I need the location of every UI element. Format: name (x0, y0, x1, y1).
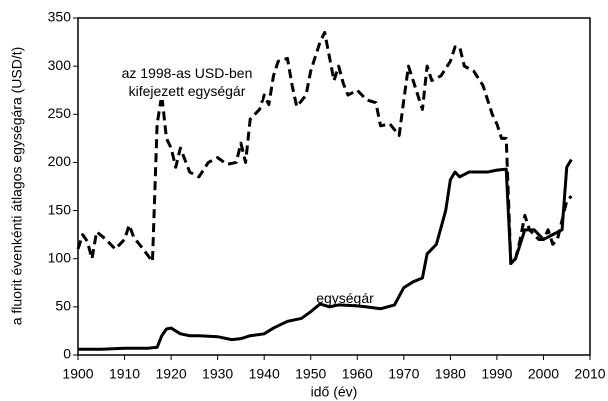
x-tick-label: 1960 (342, 366, 373, 382)
x-tick-label: 1910 (109, 366, 140, 382)
series-annotation: az 1998-as USD-ben kifejezett egységár (112, 64, 262, 100)
x-tick-label: 1970 (388, 366, 419, 382)
x-tick-label: 1950 (295, 366, 326, 382)
x-tick-label: 2000 (528, 366, 559, 382)
x-tick-label: 1920 (156, 366, 187, 382)
x-tick-label: 2010 (574, 366, 605, 382)
y-axis-label: a fluorit évenkénti átlagos egységára (U… (9, 47, 25, 326)
y-tick-label: 100 (48, 249, 72, 265)
x-tick-label: 1940 (249, 366, 280, 382)
x-tick-label: 1990 (481, 366, 512, 382)
y-tick-label: 300 (48, 57, 72, 73)
y-tick-label: 150 (48, 201, 72, 217)
y-tick-label: 0 (63, 346, 71, 362)
x-tick-label: 1900 (62, 366, 93, 382)
x-axis-label: idő (év) (311, 384, 358, 400)
series-annotation: egységár (316, 290, 374, 306)
y-tick-label: 200 (48, 153, 72, 169)
plot-frame (77, 17, 591, 356)
x-tick-label: 1980 (435, 366, 466, 382)
data-line (76, 30, 573, 266)
y-tick-label: 50 (55, 298, 71, 314)
y-tick-label: 250 (48, 105, 72, 121)
y-tick-label: 350 (48, 9, 72, 25)
x-tick-label: 1930 (202, 366, 233, 382)
